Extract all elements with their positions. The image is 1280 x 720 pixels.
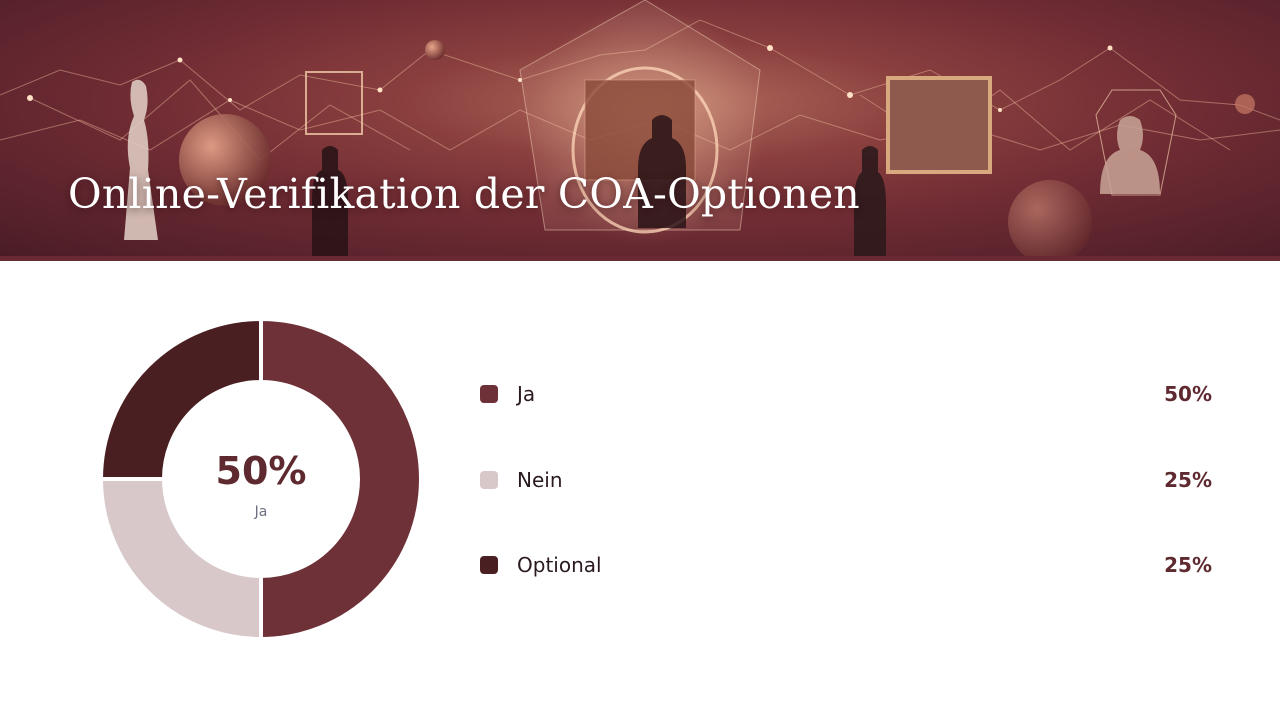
- legend-value-nein: 25%: [1164, 468, 1212, 492]
- legend-label-optional: Optional: [517, 553, 602, 577]
- legend-item-optional: Optional 25%: [480, 550, 1212, 580]
- legend-label-ja: Ja: [517, 382, 536, 406]
- legend-item-nein: Nein 25%: [480, 465, 1212, 495]
- legend-value-optional: 25%: [1164, 553, 1212, 577]
- legend-item-ja: Ja 50%: [480, 379, 1212, 409]
- donut-center-value: 50%: [216, 449, 307, 493]
- legend-swatch-nein: [480, 471, 498, 489]
- donut-chart: 50% Ja: [99, 317, 423, 642]
- legend-swatch-ja: [480, 385, 498, 403]
- page-title: Online-Verifikation der COA-Optionen: [68, 170, 860, 218]
- donut-segment-optional: [99, 317, 263, 481]
- header-banner: Online-Verifikation der COA-Optionen: [0, 0, 1280, 256]
- legend-label-nein: Nein: [517, 468, 563, 492]
- banner-divider: [0, 256, 1280, 261]
- donut-segment-ja: [259, 317, 423, 642]
- gallery-illustration: [0, 0, 1280, 256]
- legend-swatch-optional: [480, 556, 498, 574]
- legend-value-ja: 50%: [1164, 382, 1212, 406]
- donut-center-label: Ja: [254, 504, 268, 520]
- donut-segment-nein: [99, 477, 263, 642]
